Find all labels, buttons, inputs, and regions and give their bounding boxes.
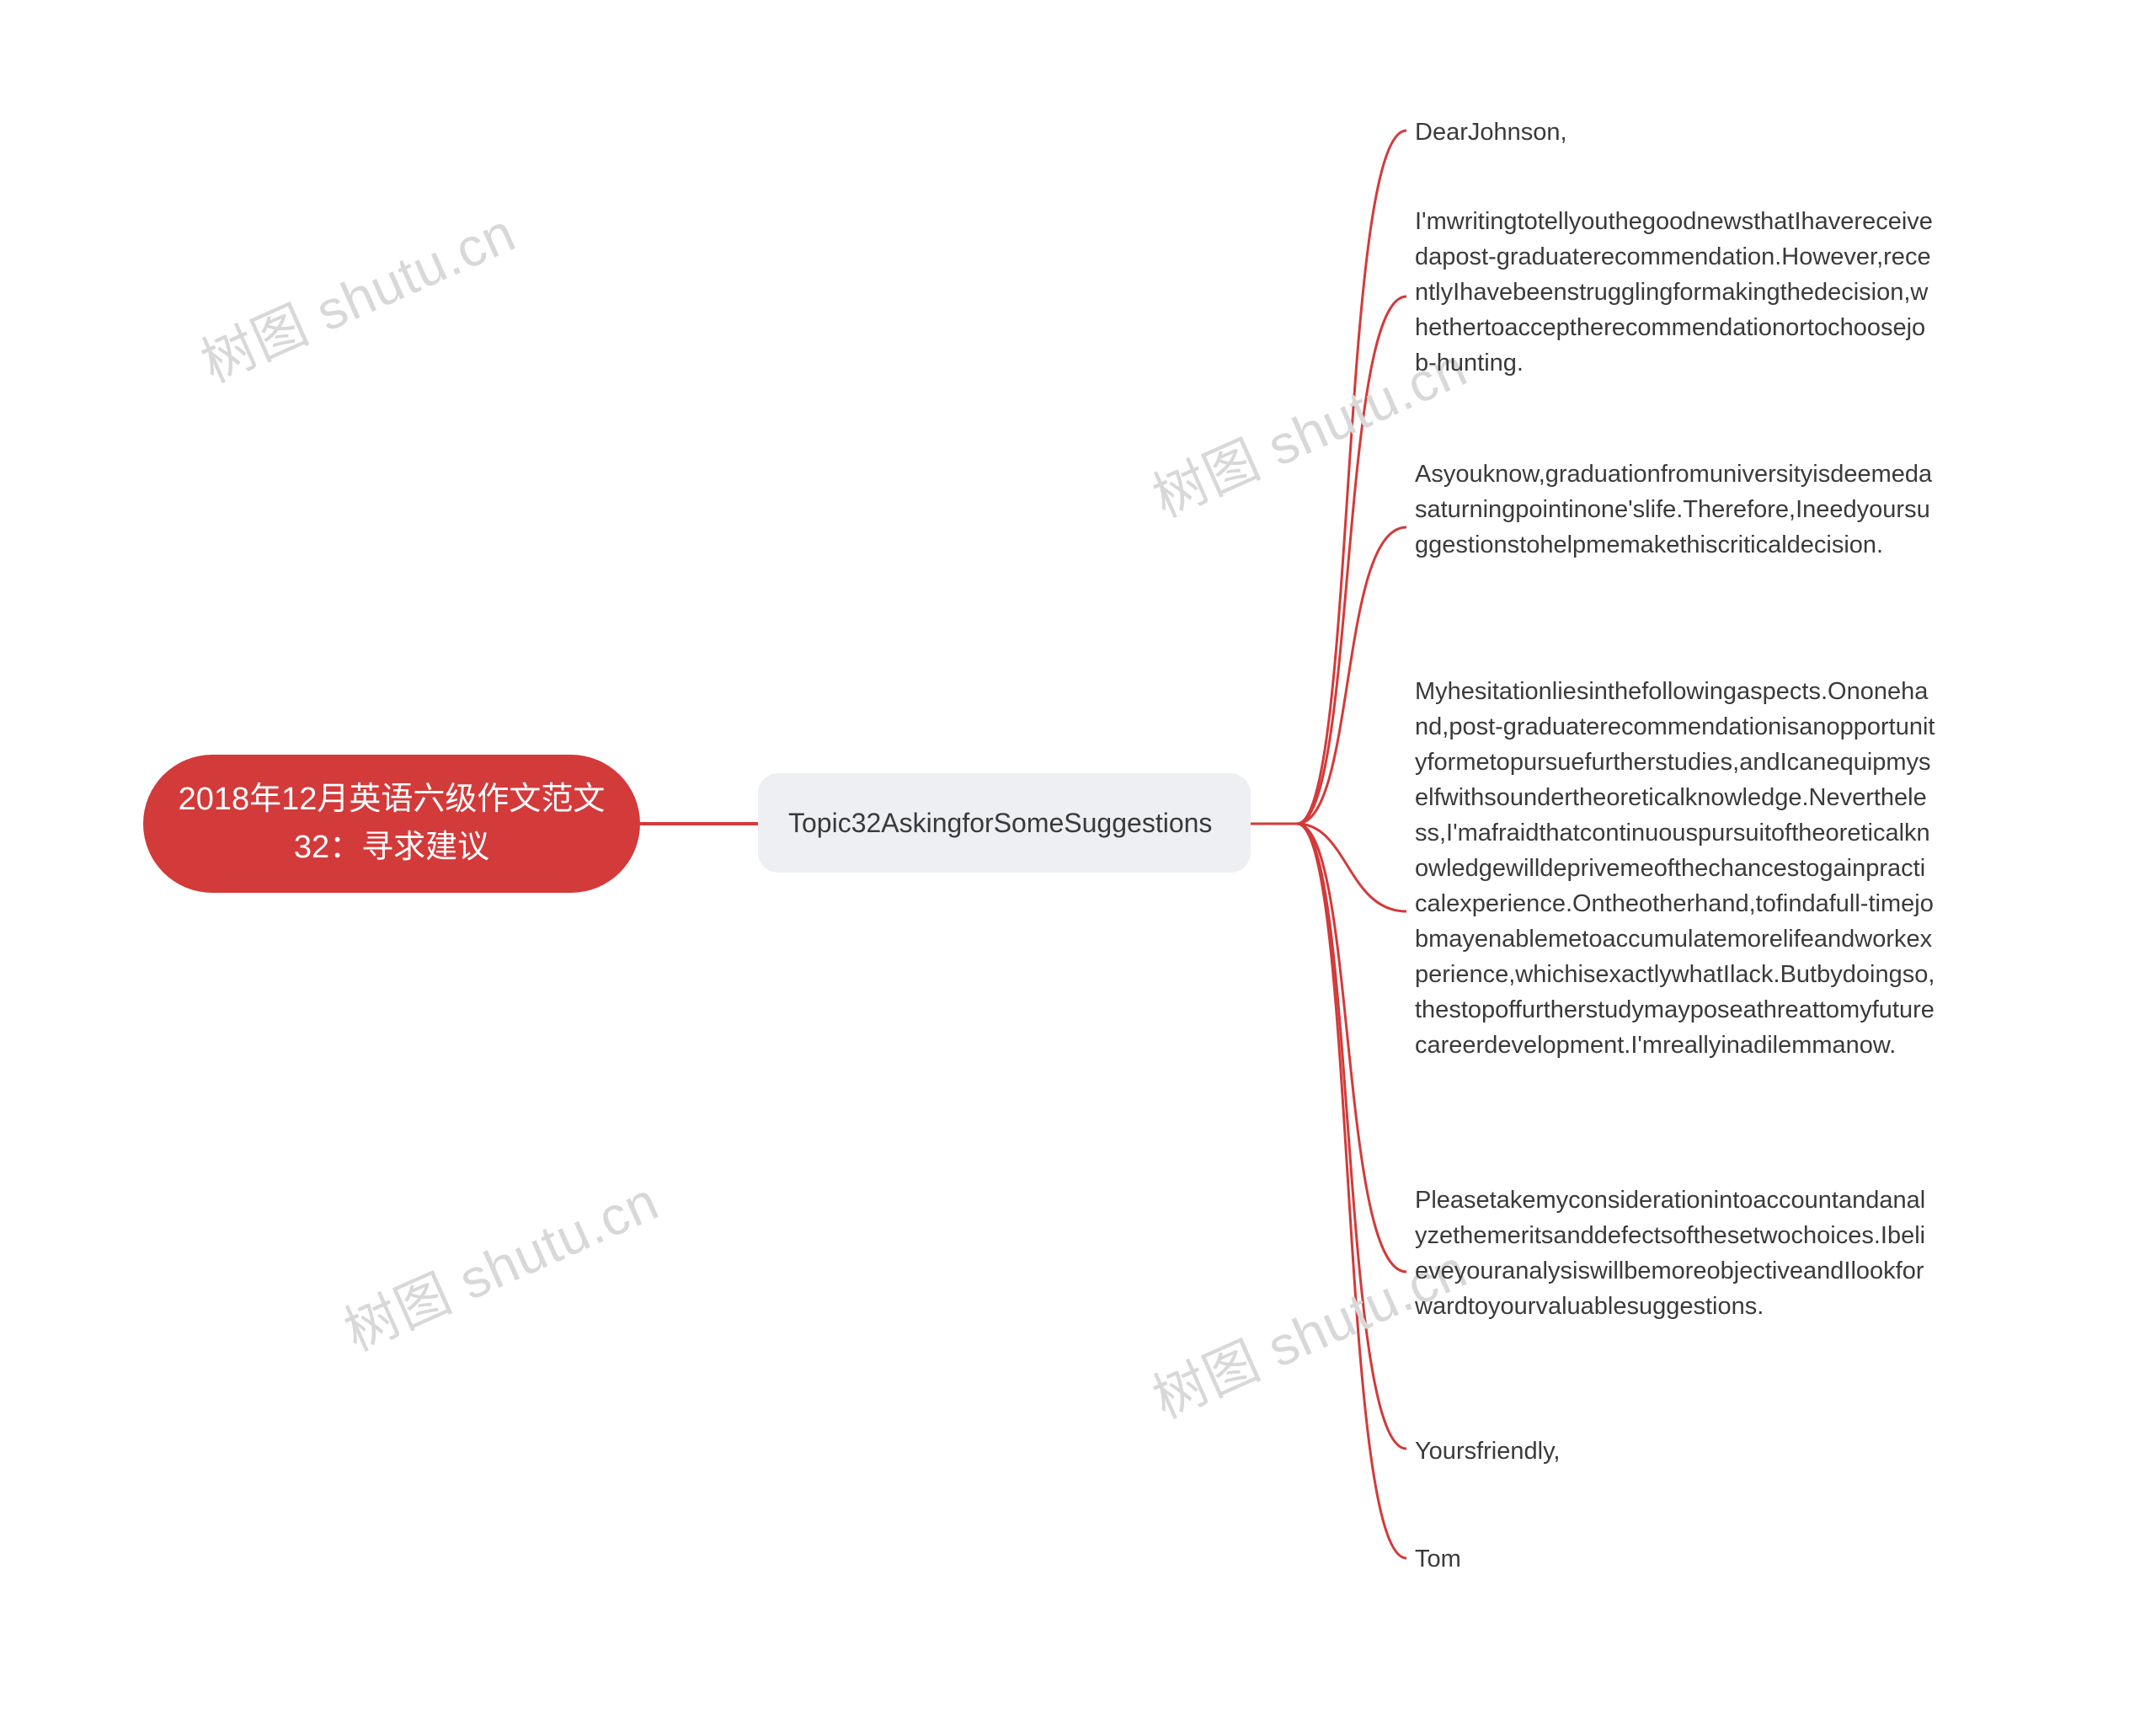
leaf-text: I'mwritingtotellyouthegoodnewsthatIhaver… [1415,208,1933,376]
leaf-text: Myhesitationliesinthefollowingaspects.On… [1415,678,1935,1059]
leaf-text: Yoursfriendly, [1415,1438,1561,1465]
mindmap-leaf-node[interactable]: Asyouknow,graduationfromuniversityisdeem… [1415,457,1937,563]
edge-leaf-5 [1297,824,1406,1272]
mindmap-leaf-node[interactable]: Pleasetakemyconsiderationintoaccountanda… [1415,1183,1937,1324]
mindmap-leaf-node[interactable]: Myhesitationliesinthefollowingaspects.On… [1415,674,1937,1064]
leaf-text: DearJohnson, [1415,119,1567,146]
edge-leaf-6 [1297,824,1406,1449]
mindmap-leaf-node[interactable]: DearJohnson, [1415,115,1937,150]
edge-leaf-4 [1297,824,1406,911]
watermark: 树图 shutu.cn [331,1159,670,1366]
root-node-text: 2018年12月英语六级作文范文32：寻求建议 [177,776,606,872]
edge-leaf-1 [1297,131,1406,824]
leaf-text: Tom [1415,1546,1461,1573]
leaf-text: Pleasetakemyconsiderationintoaccountanda… [1415,1187,1925,1320]
edge-leaf-3 [1297,527,1406,824]
mindmap-leaf-node[interactable]: Yoursfriendly, [1415,1434,1937,1469]
edge-leaf-2 [1297,296,1406,824]
edge-leaf-7 [1297,824,1406,1558]
mindmap-leaf-node[interactable]: I'mwritingtotellyouthegoodnewsthatIhaver… [1415,204,1937,381]
mindmap-leaf-node[interactable]: Tom [1415,1541,1937,1577]
leaf-text: Asyouknow,graduationfromuniversityisdeem… [1415,461,1932,558]
watermark: 树图 shutu.cn [188,190,526,398]
topic-node-text: Topic32AskingforSomeSuggestions [788,804,1212,842]
mindmap-root-node[interactable]: 2018年12月英语六级作文范文32：寻求建议 [143,755,640,893]
mindmap-topic-node[interactable]: Topic32AskingforSomeSuggestions [758,773,1251,873]
